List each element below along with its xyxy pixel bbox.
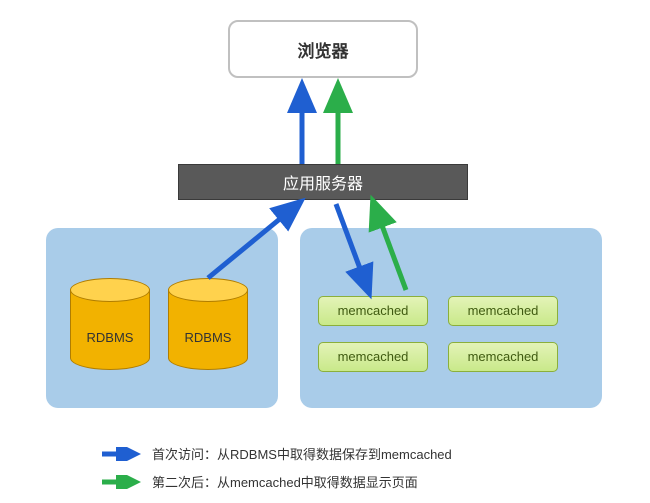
legend-subsequent-access: 第二次后：从memcached中取得数据显示页面: [100, 472, 418, 491]
memc-label: memcached: [468, 303, 539, 318]
legend-subsequent-access-text: 第二次后：从memcached中取得数据显示页面: [152, 472, 418, 491]
node-rdbms-1: RDBMS: [70, 278, 150, 378]
legend-first-access: 首次访问：从RDBMS中取得数据保存到memcached: [100, 444, 452, 463]
memc-label: memcached: [338, 349, 409, 364]
node-app-server: 应用服务器: [178, 164, 468, 200]
node-rdbms-1-label: RDBMS: [70, 330, 150, 345]
node-memcached-1: memcached: [318, 296, 428, 326]
memc-label: memcached: [468, 349, 539, 364]
memc-label: memcached: [338, 303, 409, 318]
legend-first-access-text: 首次访问：从RDBMS中取得数据保存到memcached: [152, 444, 452, 463]
diagram-canvas: 浏览器 应用服务器 RDBMS RDBMS memcached memcache…: [0, 0, 650, 503]
node-memcached-2: memcached: [448, 296, 558, 326]
node-memcached-3: memcached: [318, 342, 428, 372]
node-memcached-4: memcached: [448, 342, 558, 372]
cylinder-top: [168, 278, 248, 302]
node-browser-label: 浏览器: [298, 37, 349, 62]
node-browser: 浏览器: [228, 20, 418, 78]
node-rdbms-2-label: RDBMS: [168, 330, 248, 345]
node-app-server-label: 应用服务器: [283, 170, 363, 194]
cylinder-top: [70, 278, 150, 302]
legend-arrow-icon: [100, 475, 144, 489]
legend-arrow-icon: [100, 447, 144, 461]
node-rdbms-2: RDBMS: [168, 278, 248, 378]
